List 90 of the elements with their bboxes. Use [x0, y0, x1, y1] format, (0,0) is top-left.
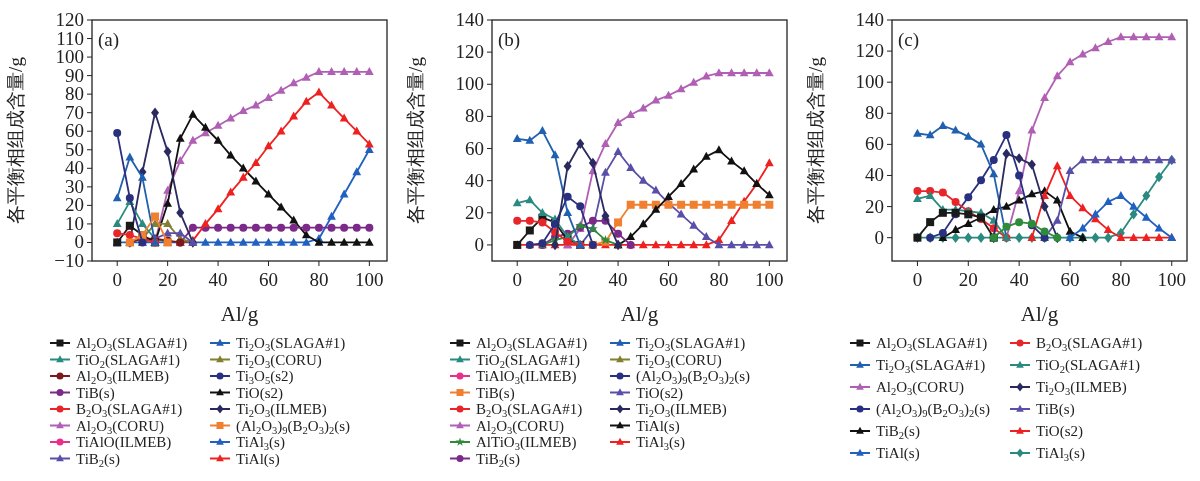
legend-label: TiO$_{2}$(SLAGA#1)	[476, 351, 580, 370]
legend-label: Ti$_{2}$O$_{3}$(SLAGA#1)	[236, 335, 346, 353]
legend-label: Ti$_{2}$O$_{3}$(ILMEB)	[636, 401, 727, 419]
legend-label: TiB$_{2}$(s)	[876, 423, 920, 441]
y-tick-label: 20	[465, 201, 484, 223]
legend-label: B$_{2}$O$_{3}$(SLAGA#1)	[476, 401, 583, 419]
legend-label: TiAl(s)	[876, 445, 920, 462]
legend-label: Ti$_{2}$O$_{3}$(CORU)	[236, 351, 322, 370]
y-axis-title: 各平衡相组成含量/g	[405, 56, 426, 224]
y-tick-label: −10	[54, 250, 84, 271]
legend-label: TiAl(s)	[636, 417, 680, 435]
y-tick-label: 80	[865, 102, 884, 124]
x-tick-label: 100	[355, 269, 384, 290]
legend-label: Al$_{2}$O$_{3}$(CORU)	[876, 379, 965, 397]
legend-label: TiAl$_{3}$(s)	[636, 434, 685, 452]
x-axis-title: Al/g	[1020, 302, 1059, 326]
legend-label: TiB(s)	[476, 384, 515, 402]
legend-label: TiB$_{2}$(s)	[76, 450, 120, 469]
legend-label: B$_{2}$O$_{3}$(SLAGA#1)	[76, 401, 183, 419]
y-tick-label: 140	[455, 9, 484, 30]
x-tick-label: 80	[1111, 269, 1131, 290]
y-tick-label: 100	[455, 73, 484, 95]
text: (c)	[898, 29, 920, 51]
legend-label: Ti$_{2}$O$_{3}$(ILMEB)	[1036, 379, 1127, 397]
legend-label: TiB$_{2}$(s)	[476, 450, 520, 469]
x-tick-label: 0	[112, 269, 122, 290]
text: (Al$_{2}$O$_{3}$)$_{9}$(B$_{2}$O$_{3}$)$_{2}$(s)	[876, 401, 991, 419]
legend-label: Ti$_{3}$O$_{5}$(s2)	[236, 368, 294, 386]
legend-label: Ti$_{2}$O$_{3}$(ILMEB)	[236, 401, 327, 419]
text: (Al$_{2}$O$_{3}$)$_{9}$(B$_{2}$O$_{3}$)$_{2}$(s)	[636, 368, 751, 386]
x-tick-label: 60	[659, 269, 678, 290]
legend-label: TiO$_{2}$(SLAGA#1)	[1036, 357, 1140, 375]
legend-label: Al$_{2}$O$_{3}$(ILMEB)	[76, 368, 169, 386]
legend-label: TiAlO(ILMEB)	[76, 434, 172, 451]
y-tick-label: 0	[874, 226, 884, 248]
x-tick-label: 60	[259, 269, 278, 290]
y-tick-label: 60	[465, 137, 484, 159]
x-tick-label: 60	[1060, 269, 1080, 290]
legend-label: TiB(s)	[1036, 401, 1075, 418]
x-tick-label: 40	[608, 269, 628, 290]
x-tick-label: 20	[958, 269, 978, 290]
legend-label: TiB(s)	[76, 384, 115, 402]
legend-label: TiAl(s)	[236, 450, 280, 468]
legend-label: TiAlO$_{3}$(ILMEB)	[476, 368, 577, 386]
x-tick-label: 80	[309, 269, 329, 290]
y-tick-label: 100	[855, 71, 884, 93]
x-tick-label: 100	[1157, 269, 1186, 290]
legend-label: Ti$_{2}$O$_{3}$(SLAGA#1)	[636, 335, 746, 353]
y-tick-label: 0	[74, 231, 84, 253]
y-tick-label: 40	[465, 169, 484, 191]
x-tick-label: 40	[1009, 269, 1029, 290]
legend-label: TiO(s2)	[236, 384, 283, 402]
y-tick-label: 120	[55, 9, 84, 30]
legend-label: Al$_{2}$O$_{3}$(SLAGA#1)	[476, 335, 588, 353]
legend-label: B$_{2}$O$_{3}$(SLAGA#1)	[1036, 335, 1143, 353]
x-tick-label: 80	[709, 269, 729, 290]
legend-label: TiAl$_{3}$(s)	[1036, 445, 1085, 463]
legend-label: Ti$_{2}$O$_{3}$(CORU)	[636, 351, 722, 370]
x-axis-title: Al/g	[220, 302, 259, 326]
y-tick-label: 0	[474, 233, 484, 255]
y-tick-label: 80	[465, 105, 484, 127]
legend-label: Al$_{2}$O$_{3}$(CORU)	[476, 417, 565, 436]
x-axis-title: Al/g	[620, 302, 659, 326]
x-tick-label: 0	[912, 269, 923, 290]
text: (a)	[98, 29, 120, 51]
x-tick-label: 20	[558, 269, 578, 290]
text: (Al$_{2}$O$_{3}$)$_{9}$(B$_{2}$O$_{3}$)$_{2}$(s)	[236, 417, 351, 436]
y-tick-label: 20	[865, 195, 884, 217]
legend-label: TiAl$_{3}$(s)	[236, 434, 285, 452]
y-tick-label: 120	[455, 41, 484, 63]
legend-label: Al$_{2}$O$_{3}$(CORU)	[76, 417, 165, 436]
y-tick-label: 120	[855, 40, 884, 62]
x-tick-label: 40	[208, 269, 228, 290]
y-tick-label: 140	[855, 9, 884, 30]
y-tick-label: 60	[865, 133, 884, 155]
legend-label: Al$_{2}$O$_{3}$(SLAGA#1)	[76, 335, 188, 353]
x-tick-label: 100	[755, 269, 784, 290]
legend-label: Ti$_{2}$O$_{3}$(SLAGA#1)	[876, 357, 986, 375]
y-tick-label: 110	[56, 27, 84, 49]
legend-label: TiO(s2)	[1036, 423, 1083, 440]
legend-label: Al$_{2}$O$_{3}$(SLAGA#1)	[876, 335, 988, 353]
legend-label: AlTiO$_{3}$(ILMEB)	[476, 434, 577, 452]
legend-label: TiO(s2)	[636, 384, 683, 402]
x-tick-label: 0	[512, 269, 522, 290]
y-axis-title: 各平衡相组成含量/g	[5, 56, 26, 224]
text: (b)	[498, 29, 521, 51]
x-tick-label: 20	[158, 269, 178, 290]
y-axis-title: 各平衡相组成含量/g	[805, 56, 826, 224]
y-tick-label: 40	[865, 164, 884, 186]
legend-label: TiO$_{2}$(SLAGA#1)	[76, 351, 180, 370]
